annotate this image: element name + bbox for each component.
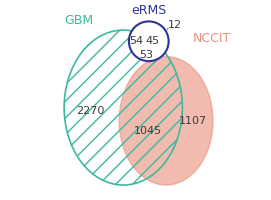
Text: 1045: 1045 bbox=[134, 126, 162, 136]
Ellipse shape bbox=[119, 57, 213, 185]
Text: 12: 12 bbox=[168, 20, 182, 30]
Text: GBM: GBM bbox=[64, 14, 93, 27]
Text: 45: 45 bbox=[146, 36, 160, 46]
Circle shape bbox=[129, 21, 169, 61]
Text: eRMS: eRMS bbox=[131, 4, 166, 17]
Text: 53: 53 bbox=[139, 50, 153, 60]
Ellipse shape bbox=[64, 30, 182, 185]
Text: 1107: 1107 bbox=[179, 116, 207, 126]
Text: NCCIT: NCCIT bbox=[193, 32, 231, 45]
Text: 2270: 2270 bbox=[76, 106, 105, 116]
Text: 54: 54 bbox=[130, 36, 144, 46]
